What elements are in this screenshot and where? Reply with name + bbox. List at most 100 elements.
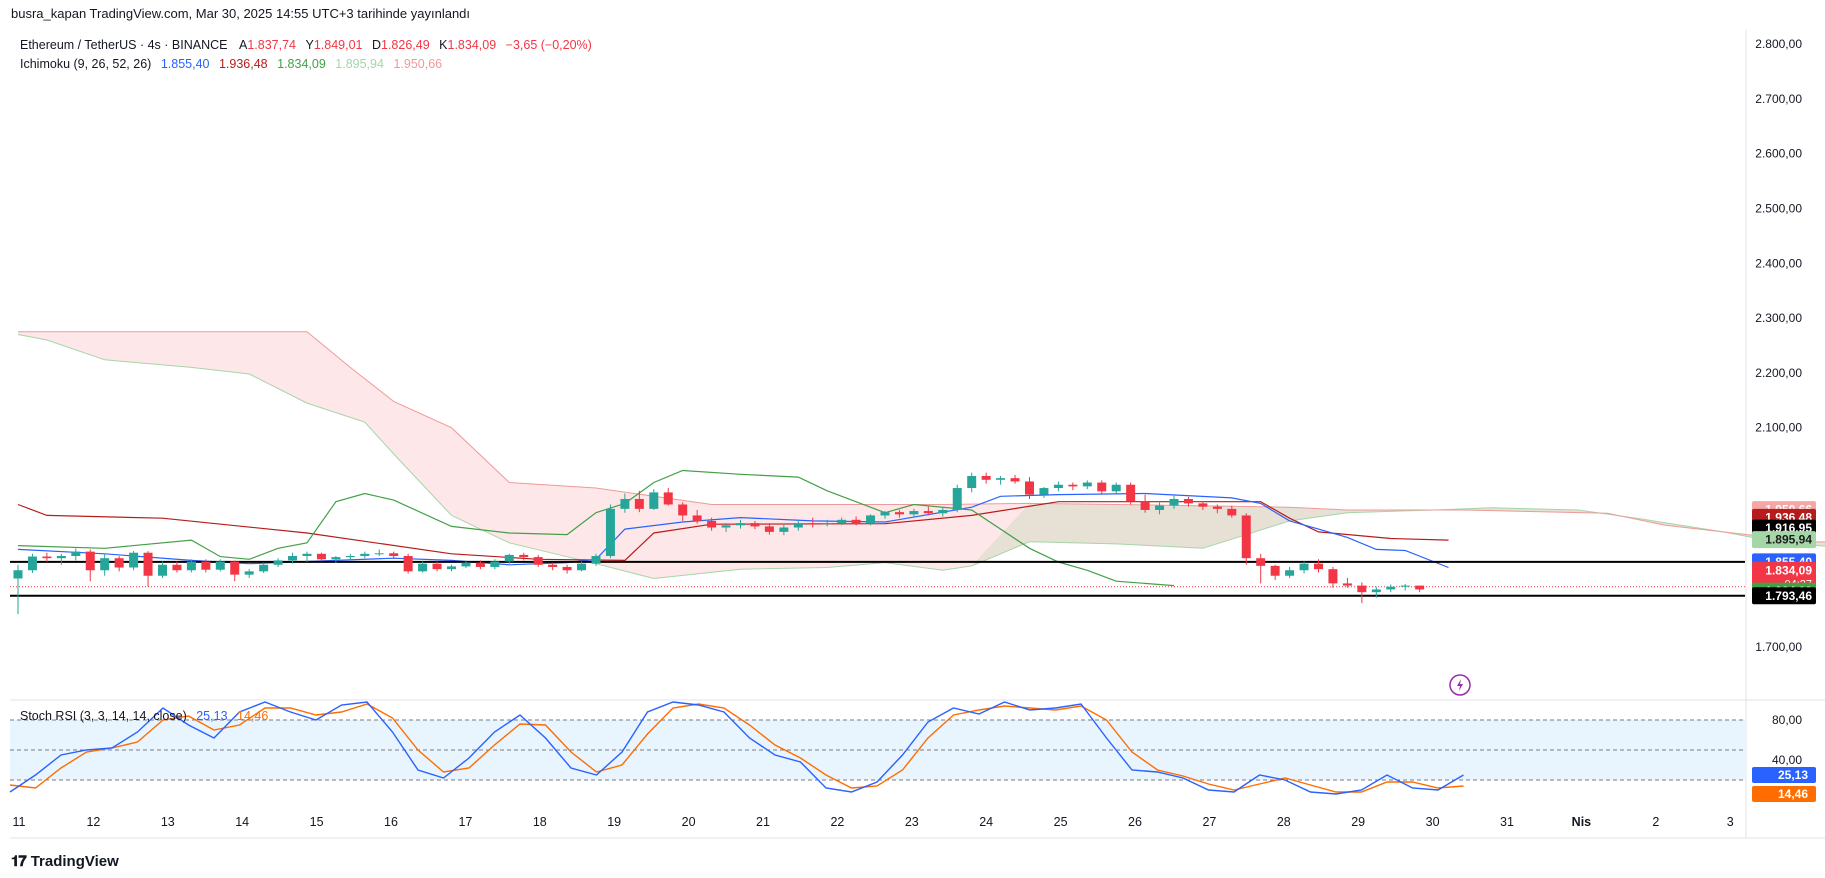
candle-body [1400,585,1410,587]
symbol-legend: Ethereum / TetherUS · 4s · BINANCE A1.83… [20,38,594,52]
candle-body [822,523,832,525]
time-tick-label: 28 [1277,815,1291,829]
time-tick-label: 15 [310,815,324,829]
candle-body [215,561,225,570]
stoch-k-badge [1752,767,1816,783]
open-label: A [238,38,248,52]
candle-body [1097,482,1107,492]
candle-body [1169,498,1179,506]
published-caption: busra_kapan TradingView.com, Mar 30, 202… [11,6,471,21]
tradingview-brand-text: TradingView [30,853,119,870]
candle-body [1126,484,1136,502]
stoch-tick-label: 40,00 [1772,753,1802,767]
tradingview-logo-icon: 𝟏𝟕 [11,853,27,870]
candle-body [577,563,587,571]
price-label-text: 1.793,46 [1765,589,1812,603]
price-label-badge [1752,531,1816,549]
candle-body [1328,569,1338,584]
price-tick-label: 2.700,00 [1755,92,1802,106]
candle-body [851,519,861,524]
stoch-k-line [9,701,1464,795]
candle-body [663,492,673,505]
candle-body [721,525,731,528]
candle-body [1256,558,1266,566]
stoch-k-badge-text: 25,13 [1778,768,1808,782]
candle-body [923,511,933,514]
stoch-k-value: 25,13 [196,709,228,723]
time-tick-label: 19 [607,815,621,829]
candle-body [1039,488,1049,495]
candle-body [1111,484,1121,492]
stoch-d-badge [1752,786,1816,802]
candle-body [432,563,442,570]
candle-body [793,523,803,528]
time-tick-label: 17 [458,815,472,829]
candle-body [302,553,312,557]
candle-body [808,523,818,525]
candle-body [880,512,890,516]
candle-body [591,556,601,564]
price-label-text: 1.895,94 [1765,533,1812,547]
time-tick-label: 26 [1128,815,1142,829]
candle-body [1227,508,1237,516]
open-value: 1.837,74 [247,38,296,52]
candle-body [143,552,153,576]
candle-body [1140,501,1150,510]
candle-body [273,560,283,565]
ichimoku-chikou-value: 1.834,09 [277,57,326,71]
ichimoku-tenkan-value: 1.855,40 [160,57,210,71]
candle-body [1285,570,1295,576]
candle-body [403,556,413,572]
candle-body [100,558,110,571]
tradingview-brand[interactable]: 𝟏𝟕 TradingView [11,853,119,870]
candle-body [374,553,384,555]
candle-body [967,475,977,489]
time-tick-label: 11 [13,815,26,829]
candle-body [27,556,37,571]
ichimoku-cloud-bullish [971,503,1825,566]
candle-body [418,563,428,572]
price-tick-label: 2.200,00 [1755,366,1802,380]
time-tick-label: 14 [235,815,249,829]
candle-body [201,561,211,570]
time-tick-label: 24 [979,815,993,829]
low-value: 1.826,49 [381,38,430,52]
candle-body [389,553,399,557]
candle-body [1342,583,1352,586]
candle-body [736,523,745,526]
candle-body [605,508,615,557]
candle-body [158,564,167,576]
time-tick-label: 12 [86,815,100,829]
candle-body [750,523,760,527]
candle-body [764,526,774,532]
time-tick-label: 31 [1500,815,1514,829]
close-value: 1.834,09 [447,38,497,52]
candle-body [259,564,269,572]
time-tick-label: 21 [756,815,770,829]
close-label: K [439,38,448,52]
candle-body [519,554,529,558]
candle-body [620,498,630,509]
candle-body [981,475,991,480]
candle-body [129,552,139,568]
time-tick-label: 18 [533,815,547,829]
candle-body [172,564,182,571]
ichimoku-cloud [18,331,1825,579]
candle-body [909,511,919,515]
candle-body [1270,565,1280,576]
ichimoku-title: Ichimoku (9, 26, 52, 26) [20,57,152,71]
candle-body [13,570,23,579]
candle-body [447,566,456,570]
time-tick-label: 16 [384,815,398,829]
candle-body [894,512,904,515]
price-tick-label: 2.100,00 [1755,421,1802,435]
time-tick-label: 29 [1351,815,1365,829]
time-tick-label: 3 [1727,815,1734,829]
candle-body [678,504,688,516]
candle-body [649,492,659,509]
candle-body [866,515,876,524]
high-label: Y [305,38,314,52]
ichimoku-kijun-value: 1.936,48 [218,57,268,71]
price-tick-label: 1.700,00 [1755,640,1802,654]
